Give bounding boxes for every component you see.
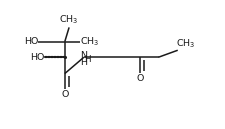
Text: H: H (80, 58, 88, 67)
Text: CH$_3$: CH$_3$ (176, 37, 196, 50)
Text: O: O (61, 90, 68, 99)
Text: CH$_3$: CH$_3$ (80, 36, 99, 48)
Text: HO: HO (24, 37, 38, 46)
Text: N: N (80, 51, 87, 59)
Text: CH$_3$: CH$_3$ (59, 14, 79, 26)
Text: HO: HO (30, 53, 45, 62)
Text: O: O (136, 74, 143, 83)
Text: H: H (84, 55, 91, 64)
